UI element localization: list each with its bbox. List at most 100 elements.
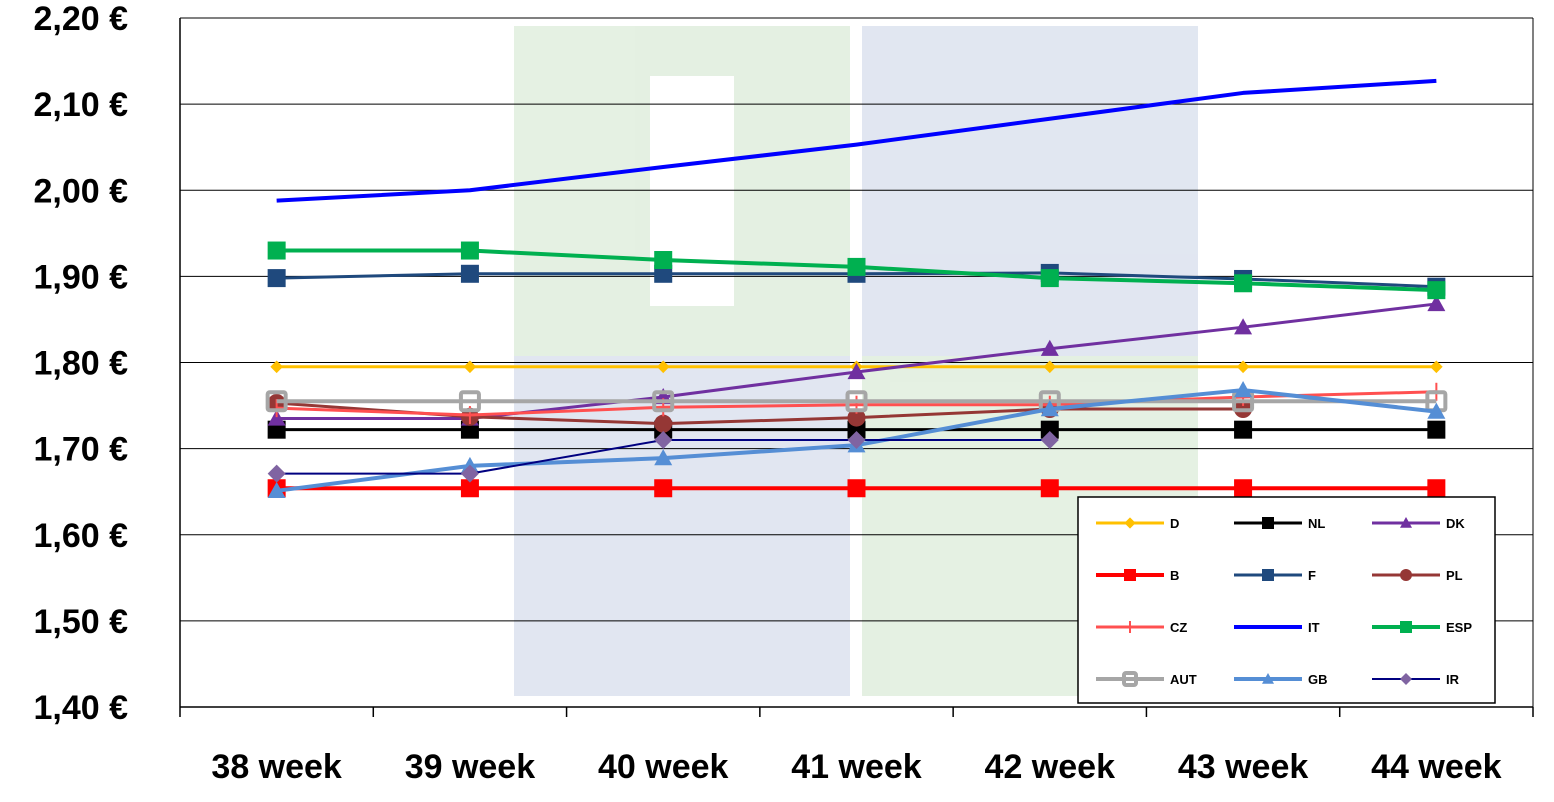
- data-point: [1122, 671, 1138, 687]
- data-point: [267, 269, 286, 288]
- series-line: [276, 78, 1437, 203]
- series-esp: [267, 241, 1446, 300]
- data-point: [1040, 400, 1059, 417]
- data-point: [1400, 673, 1412, 685]
- data-point: [652, 390, 675, 413]
- x-tick-label: 43 week: [1178, 748, 1309, 786]
- data-point: [1040, 269, 1059, 288]
- legend-label: D: [1170, 516, 1179, 531]
- data-point: [1427, 479, 1446, 498]
- legend-label: DK: [1446, 516, 1465, 531]
- legend-item-pl: PL: [1372, 568, 1463, 583]
- data-point: [1427, 281, 1446, 300]
- series-b: [267, 479, 1446, 498]
- data-point: [654, 431, 673, 450]
- legend-item-d: D: [1096, 516, 1179, 531]
- data-point: [1400, 569, 1412, 581]
- legend-item-aut: AUT: [1096, 671, 1197, 687]
- x-tick-label: 41 week: [791, 748, 922, 786]
- y-tick-label: 1,50 €: [33, 603, 128, 641]
- data-point: [847, 408, 866, 427]
- data-point: [656, 360, 670, 374]
- data-point: [1040, 420, 1059, 439]
- data-point: [1236, 360, 1250, 374]
- data-point: [1427, 420, 1446, 439]
- legend-label: GB: [1308, 672, 1328, 687]
- legend-item-nl: NL: [1234, 516, 1325, 531]
- legend-label: PL: [1446, 568, 1463, 583]
- data-point: [847, 257, 866, 276]
- y-tick-label: 1,80 €: [33, 345, 128, 383]
- y-tick-label: 1,90 €: [33, 258, 128, 296]
- data-point: [1234, 274, 1253, 293]
- y-tick-label: 1,60 €: [33, 517, 128, 555]
- legend-label: AUT: [1170, 672, 1197, 687]
- data-point: [267, 464, 286, 483]
- legend-label: B: [1170, 568, 1179, 583]
- legend-label: ESP: [1446, 620, 1472, 635]
- data-point: [1400, 517, 1412, 528]
- data-point: [460, 479, 479, 498]
- data-point: [1040, 339, 1059, 356]
- data-point: [847, 479, 866, 498]
- data-point: [1427, 294, 1446, 312]
- legend: D NL DK B F PL CZ IT ESP AUT GB IR: [1077, 496, 1496, 704]
- data-point: [1124, 569, 1136, 581]
- legend-box: [1077, 496, 1496, 704]
- legend-label: CZ: [1170, 620, 1187, 635]
- data-point: [654, 449, 673, 466]
- data-point: [1234, 381, 1253, 398]
- x-tick-label: 40 week: [598, 748, 729, 786]
- data-point: [654, 251, 673, 270]
- data-point: [267, 481, 286, 499]
- data-point: [1262, 569, 1274, 581]
- data-point: [847, 362, 866, 380]
- data-point: [1234, 420, 1253, 439]
- data-point: [1400, 621, 1412, 633]
- legend-label: NL: [1308, 516, 1325, 531]
- data-point: [460, 464, 479, 483]
- series-group: [265, 78, 1448, 499]
- data-point: [1124, 517, 1136, 529]
- x-tick-label: 44 week: [1371, 748, 1502, 786]
- series-it: [276, 78, 1437, 203]
- legend-item-gb: GB: [1234, 672, 1328, 687]
- legend-item-it: IT: [1234, 620, 1320, 635]
- data-point: [270, 360, 283, 374]
- y-tick-label: 1,70 €: [33, 431, 128, 469]
- data-point: [1262, 673, 1274, 684]
- y-tick-label: 1,40 €: [33, 689, 128, 727]
- data-point: [654, 264, 673, 283]
- legend-label: IT: [1308, 620, 1320, 635]
- y-tick-label: 2,10 €: [33, 86, 128, 124]
- x-tick-label: 39 week: [405, 748, 536, 786]
- data-point: [267, 241, 286, 260]
- data-point: [460, 264, 479, 283]
- data-point: [1040, 431, 1059, 450]
- legend-item-cz: CZ: [1096, 620, 1187, 635]
- legend-label: IR: [1446, 672, 1460, 687]
- series-ir: [267, 431, 1059, 483]
- data-point: [1427, 402, 1446, 419]
- legend-item-ir: IR: [1372, 672, 1460, 687]
- data-point: [654, 414, 673, 433]
- data-point: [460, 241, 479, 260]
- data-point: [265, 390, 288, 413]
- legend-item-dk: DK: [1372, 516, 1465, 531]
- data-point: [654, 479, 673, 498]
- data-point: [845, 390, 868, 413]
- legend-item-b: B: [1096, 568, 1179, 583]
- data-point: [1262, 517, 1274, 529]
- data-point: [1234, 479, 1253, 498]
- data-point: [1043, 360, 1057, 374]
- data-point: [1234, 318, 1253, 335]
- y-tick-label: 2,20 €: [33, 0, 128, 38]
- data-point: [1430, 360, 1443, 374]
- legend-label: F: [1308, 568, 1316, 583]
- axes: 1,40 € 1,50 € 1,60 € 1,70 € 1,80 € 1,90 € 2,00…: [33, 0, 1534, 786]
- y-tick-label: 2,00 €: [33, 172, 128, 210]
- x-tick-label: 42 week: [985, 748, 1116, 786]
- legend-item-f: F: [1234, 568, 1316, 583]
- legend-item-esp: ESP: [1372, 620, 1472, 635]
